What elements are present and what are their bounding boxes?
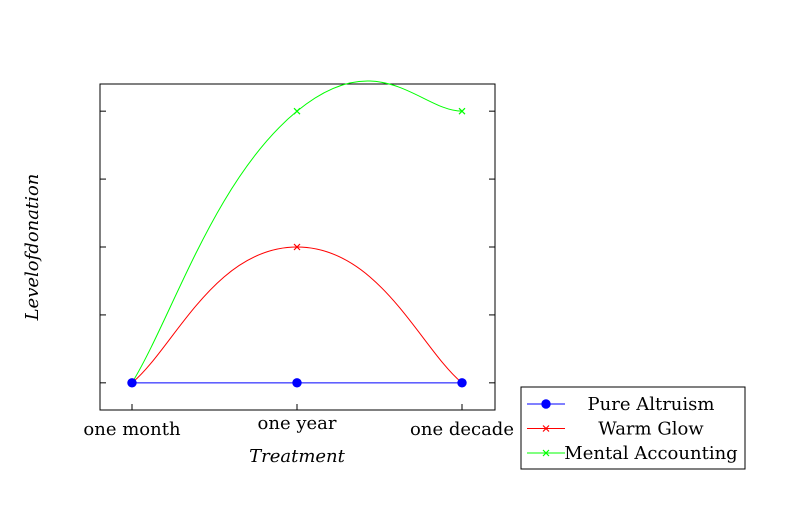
legend-marker [541,399,551,409]
x-tick-label: one decade [410,419,514,440]
x-axis-title: Treatment [249,446,346,467]
data-point-pure-altruism [457,378,467,388]
legend-label: Mental Accounting [564,443,737,464]
legend-marker [542,449,550,457]
data-point-mental-accounting [458,107,466,115]
x-tick-label: one month [83,419,181,440]
x-tick-labels: one month one year one decade [83,404,514,440]
series-layer [127,80,467,388]
data-point-mental-accounting [293,107,301,115]
legend-label: Warm Glow [598,419,704,440]
legend-marker [542,425,550,432]
y-axis-title: Levelofdonation [22,174,43,322]
data-point-warm-glow [293,243,301,251]
data-point-pure-altruism [292,378,302,388]
x-tick-label: one year [258,413,337,434]
legend: Pure Altruism Warm Glow Mental Accounting [520,386,746,470]
series-warm-glow [128,243,466,387]
series-mental-accounting [128,80,466,387]
series-line-mental-accounting [131,80,463,384]
legend-item-pure-altruism: Pure Altruism [527,394,714,415]
y-ticks [100,110,495,384]
legend-item-warm-glow: Warm Glow [527,419,704,440]
data-point-pure-altruism [127,378,137,388]
legend-label: Pure Altruism [588,394,715,415]
series-line-warm-glow [131,246,463,384]
series-pure-altruism [127,378,467,388]
legend-item-mental-accounting: Mental Accounting [527,443,738,464]
